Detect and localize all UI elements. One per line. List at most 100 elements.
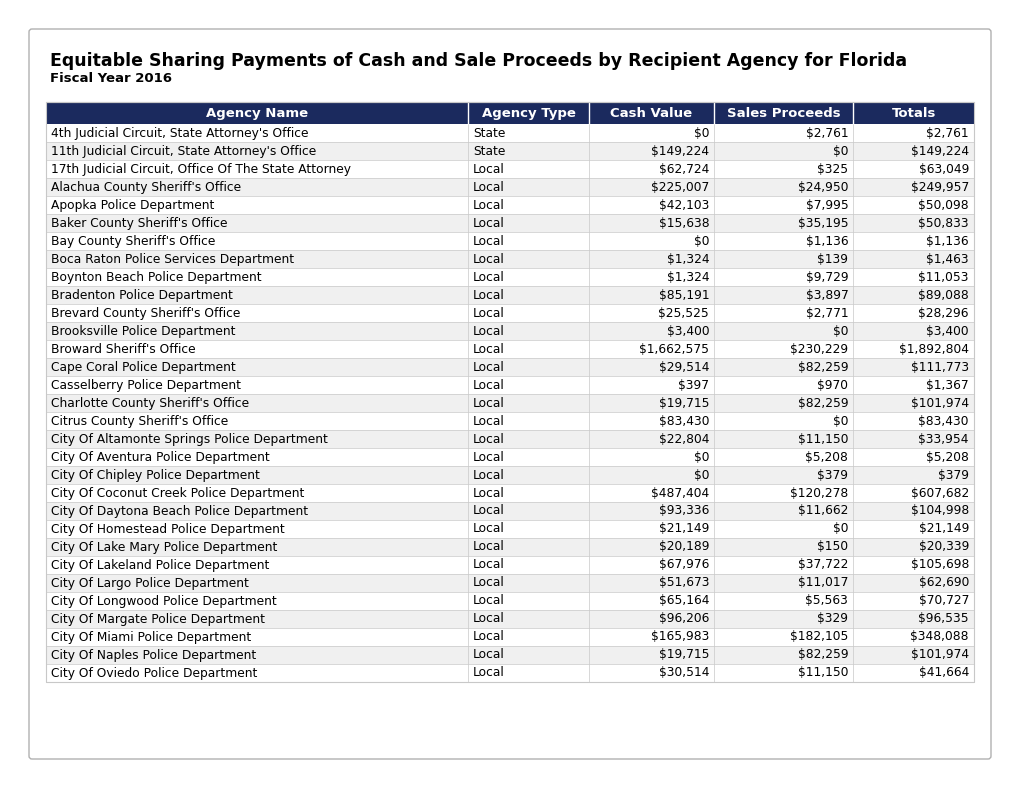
Text: $93,336: $93,336 <box>658 504 708 518</box>
Bar <box>46 268 973 286</box>
Text: Local: Local <box>473 451 504 463</box>
Text: $7,995: $7,995 <box>805 199 848 211</box>
Text: $0: $0 <box>693 451 708 463</box>
Text: 11th Judicial Circuit, State Attorney's Office: 11th Judicial Circuit, State Attorney's … <box>51 144 316 158</box>
Text: $82,259: $82,259 <box>797 649 848 661</box>
Text: $11,150: $11,150 <box>797 667 848 679</box>
Text: Local: Local <box>473 343 504 355</box>
Text: $67,976: $67,976 <box>658 559 708 571</box>
Bar <box>46 232 973 250</box>
Text: $5,563: $5,563 <box>805 594 848 608</box>
Text: $970: $970 <box>816 378 848 392</box>
Bar <box>46 142 973 160</box>
Bar <box>46 304 973 322</box>
Text: Apopka Police Department: Apopka Police Department <box>51 199 214 211</box>
Text: $19,715: $19,715 <box>658 649 708 661</box>
Text: $70,727: $70,727 <box>918 594 968 608</box>
Text: $37,722: $37,722 <box>797 559 848 571</box>
Text: $28,296: $28,296 <box>917 307 968 319</box>
Text: $1,136: $1,136 <box>925 235 968 247</box>
Text: $230,229: $230,229 <box>790 343 848 355</box>
Text: Bay County Sheriff's Office: Bay County Sheriff's Office <box>51 235 215 247</box>
Text: $22,804: $22,804 <box>658 433 708 445</box>
Bar <box>46 664 973 682</box>
Text: City Of Chipley Police Department: City Of Chipley Police Department <box>51 469 260 481</box>
Text: $2,761: $2,761 <box>925 127 968 139</box>
Text: $11,053: $11,053 <box>917 270 968 284</box>
Text: City Of Oviedo Police Department: City Of Oviedo Police Department <box>51 667 257 679</box>
Text: Agency Type: Agency Type <box>481 106 575 120</box>
Text: $89,088: $89,088 <box>917 288 968 302</box>
Text: Brevard County Sheriff's Office: Brevard County Sheriff's Office <box>51 307 240 319</box>
Text: $24,950: $24,950 <box>797 180 848 194</box>
Text: Local: Local <box>473 307 504 319</box>
Text: Local: Local <box>473 414 504 428</box>
Bar <box>46 322 973 340</box>
Text: $35,195: $35,195 <box>797 217 848 229</box>
Bar <box>46 610 973 628</box>
Text: $62,724: $62,724 <box>658 162 708 176</box>
Text: $487,404: $487,404 <box>650 486 708 500</box>
Text: $101,974: $101,974 <box>910 649 968 661</box>
Text: $5,208: $5,208 <box>925 451 968 463</box>
Text: $1,367: $1,367 <box>925 378 968 392</box>
Text: $149,224: $149,224 <box>650 144 708 158</box>
Text: $0: $0 <box>833 144 848 158</box>
Text: $21,149: $21,149 <box>918 522 968 536</box>
Text: $0: $0 <box>693 469 708 481</box>
Text: City Of Largo Police Department: City Of Largo Police Department <box>51 577 249 589</box>
Text: $1,324: $1,324 <box>665 252 708 266</box>
Text: Local: Local <box>473 577 504 589</box>
Text: Local: Local <box>473 288 504 302</box>
Bar <box>46 466 973 484</box>
Text: $1,463: $1,463 <box>925 252 968 266</box>
Text: Alachua County Sheriff's Office: Alachua County Sheriff's Office <box>51 180 240 194</box>
Bar <box>46 412 973 430</box>
Bar <box>46 124 973 142</box>
Text: Local: Local <box>473 522 504 536</box>
FancyBboxPatch shape <box>29 29 990 759</box>
Text: Agency Name: Agency Name <box>206 106 308 120</box>
Bar <box>46 484 973 502</box>
Text: $42,103: $42,103 <box>658 199 708 211</box>
Text: Local: Local <box>473 252 504 266</box>
Text: Local: Local <box>473 217 504 229</box>
Text: $0: $0 <box>693 127 708 139</box>
Text: $379: $379 <box>937 469 968 481</box>
Text: $19,715: $19,715 <box>658 396 708 410</box>
Text: Local: Local <box>473 162 504 176</box>
Text: $20,339: $20,339 <box>918 541 968 553</box>
Text: $20,189: $20,189 <box>658 541 708 553</box>
Text: $5,208: $5,208 <box>805 451 848 463</box>
Text: $1,136: $1,136 <box>805 235 848 247</box>
Text: $29,514: $29,514 <box>658 360 708 374</box>
Text: $3,400: $3,400 <box>665 325 708 337</box>
Text: Citrus County Sheriff's Office: Citrus County Sheriff's Office <box>51 414 228 428</box>
Text: City Of Coconut Creek Police Department: City Of Coconut Creek Police Department <box>51 486 304 500</box>
Text: State: State <box>473 144 505 158</box>
Text: $149,224: $149,224 <box>910 144 968 158</box>
Text: Broward Sheriff's Office: Broward Sheriff's Office <box>51 343 196 355</box>
Text: State: State <box>473 127 505 139</box>
Text: Local: Local <box>473 270 504 284</box>
Text: Local: Local <box>473 594 504 608</box>
Bar <box>46 394 973 412</box>
Text: $9,729: $9,729 <box>805 270 848 284</box>
Text: Local: Local <box>473 378 504 392</box>
Text: $225,007: $225,007 <box>650 180 708 194</box>
Text: Sales Proceeds: Sales Proceeds <box>727 106 840 120</box>
Text: $11,150: $11,150 <box>797 433 848 445</box>
Text: $85,191: $85,191 <box>658 288 708 302</box>
Bar <box>46 102 973 124</box>
Text: Local: Local <box>473 559 504 571</box>
Text: $607,682: $607,682 <box>910 486 968 500</box>
Text: $96,206: $96,206 <box>658 612 708 626</box>
Text: Baker County Sheriff's Office: Baker County Sheriff's Office <box>51 217 227 229</box>
Bar <box>46 430 973 448</box>
Bar <box>46 178 973 196</box>
Text: Local: Local <box>473 325 504 337</box>
Bar <box>46 520 973 538</box>
Text: $1,662,575: $1,662,575 <box>639 343 708 355</box>
Text: $182,105: $182,105 <box>789 630 848 644</box>
Text: City Of Lakeland Police Department: City Of Lakeland Police Department <box>51 559 269 571</box>
